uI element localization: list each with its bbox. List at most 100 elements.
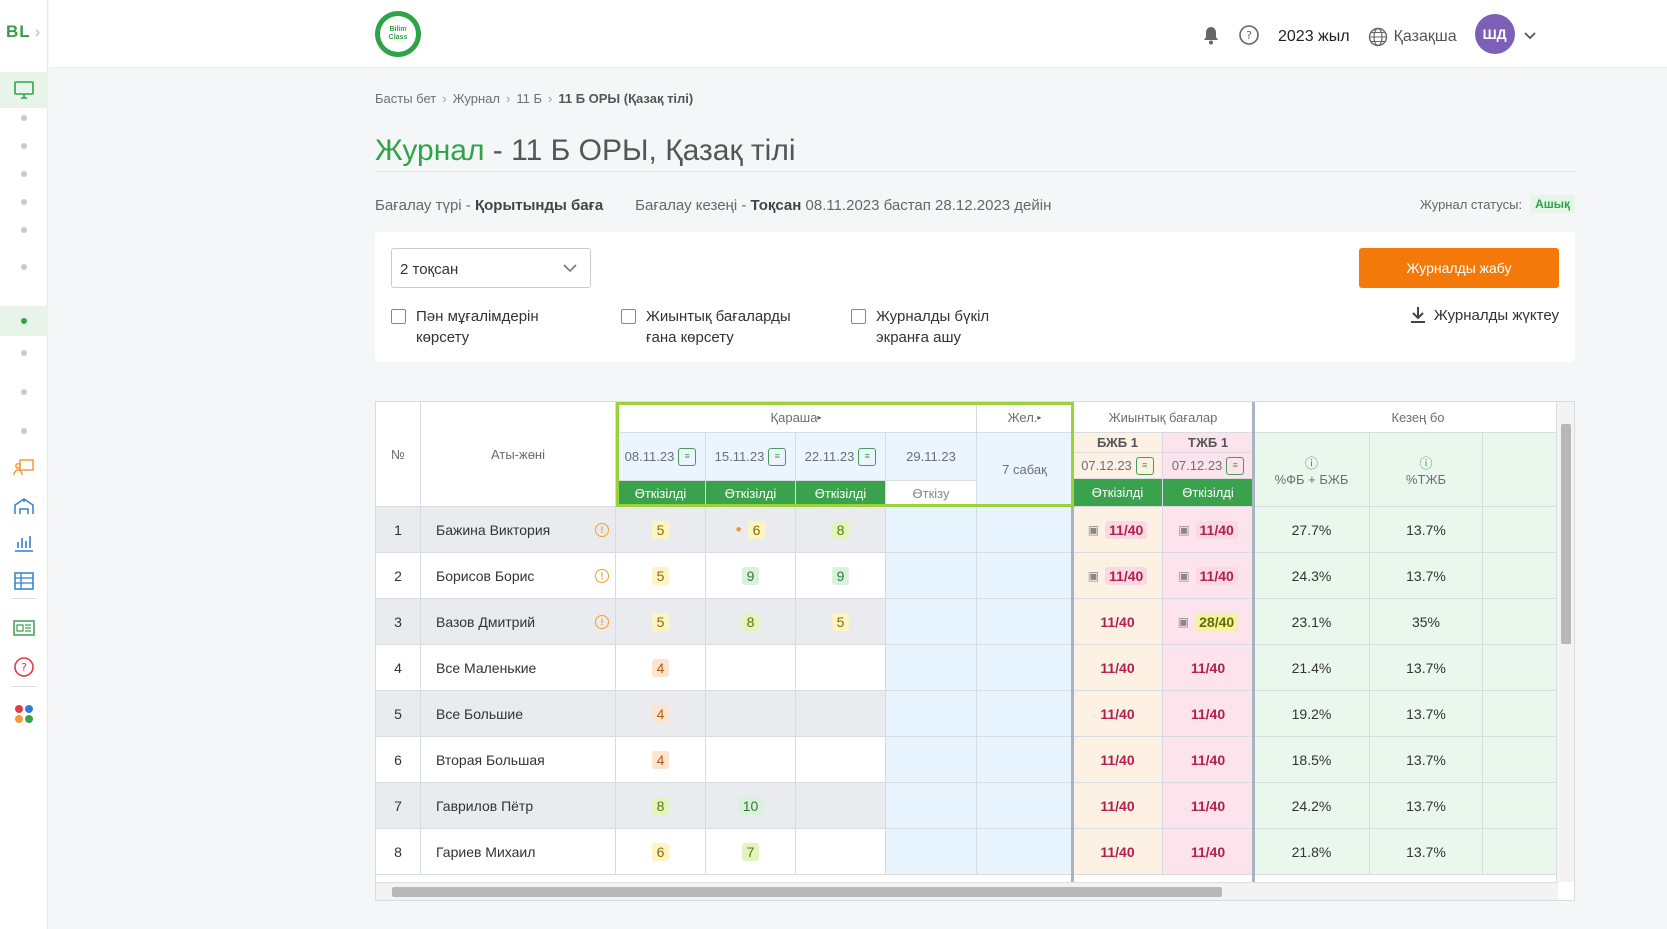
sidebar-dot-1[interactable] — [21, 115, 27, 121]
grade-cell-empty[interactable] — [886, 553, 977, 599]
sidebar-dot-2[interactable] — [21, 143, 27, 149]
user-avatar[interactable]: ШД — [1474, 14, 1515, 54]
id-card-icon[interactable] — [12, 616, 36, 640]
grade-cell-empty[interactable] — [977, 691, 1073, 737]
lesson-plan-icon[interactable]: ≡ — [1135, 456, 1154, 475]
grade-cell-empty[interactable] — [886, 783, 977, 829]
lesson-status-band[interactable]: Өткізілді — [706, 481, 796, 507]
student-name[interactable]: Гариев Михаил — [421, 829, 616, 875]
sidebar-dot-5[interactable] — [21, 227, 27, 233]
grade-cell-empty[interactable] — [977, 645, 1073, 691]
comment-icon[interactable]: ▣ — [1178, 568, 1190, 583]
info-icon[interactable]: ! — [595, 568, 609, 583]
lesson-plan-icon[interactable]: ≡ — [768, 447, 787, 466]
grade-cell-empty[interactable] — [977, 507, 1073, 553]
grade-cell[interactable] — [706, 691, 796, 737]
bjb-status-band[interactable]: Өткізілді — [1073, 479, 1163, 507]
info-icon[interactable]: ! — [595, 522, 609, 537]
tjb-score-cell[interactable]: 11/40 — [1163, 829, 1254, 875]
comment-icon[interactable]: ▣ — [1178, 522, 1190, 537]
breadcrumb-journal[interactable]: Журнал — [452, 91, 501, 106]
lesson-date-header[interactable]: 08.11.23 ≡ — [616, 433, 706, 481]
student-name[interactable]: Бажина Виктория! — [421, 507, 616, 553]
vertical-scroll-thumb[interactable] — [1561, 424, 1571, 644]
grade-cell-empty[interactable] — [977, 783, 1073, 829]
teacher-board-icon[interactable] — [12, 455, 36, 479]
grade-cell[interactable]: 5 — [616, 553, 706, 599]
lesson-plan-icon[interactable]: ≡ — [858, 447, 877, 466]
comment-icon[interactable]: ▣ — [1087, 522, 1100, 537]
grade-cell[interactable]: 4 — [616, 691, 706, 737]
comment-icon[interactable]: ▣ — [1087, 568, 1100, 583]
sidebar-logo[interactable]: BL › — [6, 22, 41, 42]
apps-icon[interactable] — [12, 702, 36, 726]
breadcrumb-home[interactable]: Басты бет — [375, 91, 437, 106]
tjb-date-header[interactable]: 07.12.23 ≡ — [1163, 453, 1254, 479]
tjb-score-cell[interactable]: ▣ 11/40 — [1163, 553, 1254, 599]
sidebar-dot-8[interactable] — [21, 389, 27, 395]
school-icon[interactable] — [12, 494, 36, 518]
sidebar-dot-9[interactable] — [21, 428, 27, 434]
grade-cell[interactable] — [706, 737, 796, 783]
student-name[interactable]: Все Маленькие — [421, 645, 616, 691]
tjb-score-cell[interactable]: 11/40 — [1163, 783, 1254, 829]
student-name[interactable]: Гаврилов Пётр — [421, 783, 616, 829]
bjb-score-cell[interactable]: ▣ 11/40 — [1073, 507, 1163, 553]
grade-cell[interactable]: 5 — [616, 507, 706, 553]
grade-cell[interactable] — [796, 645, 886, 691]
student-name[interactable]: Вазов Дмитрий! — [421, 599, 616, 645]
academic-year[interactable]: 2023 жыл — [1278, 28, 1350, 45]
student-name[interactable]: Борисов Борис! — [421, 553, 616, 599]
grade-cell[interactable]: 8 — [706, 599, 796, 645]
grade-cell[interactable] — [796, 691, 886, 737]
checkbox-show-teachers[interactable]: Пән мұғалімдерін көрсету — [391, 306, 539, 348]
grade-cell[interactable]: 5 — [796, 599, 886, 645]
sidebar-dot-6[interactable] — [21, 264, 27, 270]
grade-cell[interactable]: ● 6 — [706, 507, 796, 553]
breadcrumb-class[interactable]: 11 Б — [516, 91, 542, 106]
student-name[interactable]: Все Большие — [421, 691, 616, 737]
bell-icon[interactable] — [1202, 25, 1220, 50]
checkbox-box[interactable] — [851, 309, 866, 324]
sidebar-dot-3[interactable] — [21, 171, 27, 177]
sidebar-dot-active[interactable] — [21, 318, 27, 324]
grade-cell[interactable] — [796, 829, 886, 875]
quarter-select[interactable]: 2 тоқсан — [391, 248, 591, 288]
tjb-score-cell[interactable]: 11/40 — [1163, 737, 1254, 783]
chevron-right-icon[interactable]: › — [34, 22, 42, 41]
download-journal-link[interactable]: Журналды жүктеу — [1410, 306, 1559, 324]
grade-cell-empty[interactable] — [977, 553, 1073, 599]
lesson-plan-icon[interactable]: ≡ — [678, 447, 697, 466]
bjb-score-cell[interactable]: 11/40 — [1073, 645, 1163, 691]
tjb-score-cell[interactable]: 11/40 — [1163, 691, 1254, 737]
tjb-status-band[interactable]: Өткізілді — [1163, 479, 1254, 507]
grade-cell-empty[interactable] — [886, 507, 977, 553]
bjb-score-cell[interactable]: ▣ 11/40 — [1073, 553, 1163, 599]
sidebar-dot-7[interactable] — [21, 350, 27, 356]
grade-cell-empty[interactable] — [886, 829, 977, 875]
lesson-date-header[interactable]: 22.11.23 ≡ — [796, 433, 886, 481]
bjb-score-cell[interactable]: 11/40 — [1073, 737, 1163, 783]
grade-cell[interactable]: 8 — [796, 507, 886, 553]
grade-cell[interactable]: 4 — [616, 645, 706, 691]
lesson-date-header[interactable]: 15.11.23 ≡ — [706, 433, 796, 481]
bjb-score-cell[interactable]: 11/40 — [1073, 783, 1163, 829]
lesson-status-band[interactable]: Өткізілді — [796, 481, 886, 507]
info-icon[interactable]: ⓘ — [1419, 455, 1433, 471]
grade-cell[interactable]: 8 — [616, 783, 706, 829]
tjb-score-cell[interactable]: ▣ 11/40 — [1163, 507, 1254, 553]
month-header-november[interactable]: Қараша ▸ — [616, 402, 977, 433]
lesson-status-band[interactable]: Өткізу — [886, 481, 977, 507]
grade-cell-empty[interactable] — [977, 829, 1073, 875]
chevron-down-icon[interactable] — [1523, 28, 1537, 46]
grade-cell[interactable]: 6 — [616, 829, 706, 875]
grade-cell-empty[interactable] — [886, 691, 977, 737]
lesson-plan-icon[interactable]: ≡ — [1226, 456, 1245, 475]
grade-cell[interactable] — [706, 645, 796, 691]
sidebar-dot-4[interactable] — [21, 199, 27, 205]
help-icon[interactable]: ? — [1238, 24, 1260, 51]
lesson-status-band[interactable]: Өткізілді — [616, 481, 706, 507]
bjb-date-header[interactable]: 07.12.23 ≡ — [1073, 453, 1163, 479]
comment-icon[interactable]: ▣ — [1177, 614, 1190, 629]
grade-cell[interactable]: 10 — [706, 783, 796, 829]
